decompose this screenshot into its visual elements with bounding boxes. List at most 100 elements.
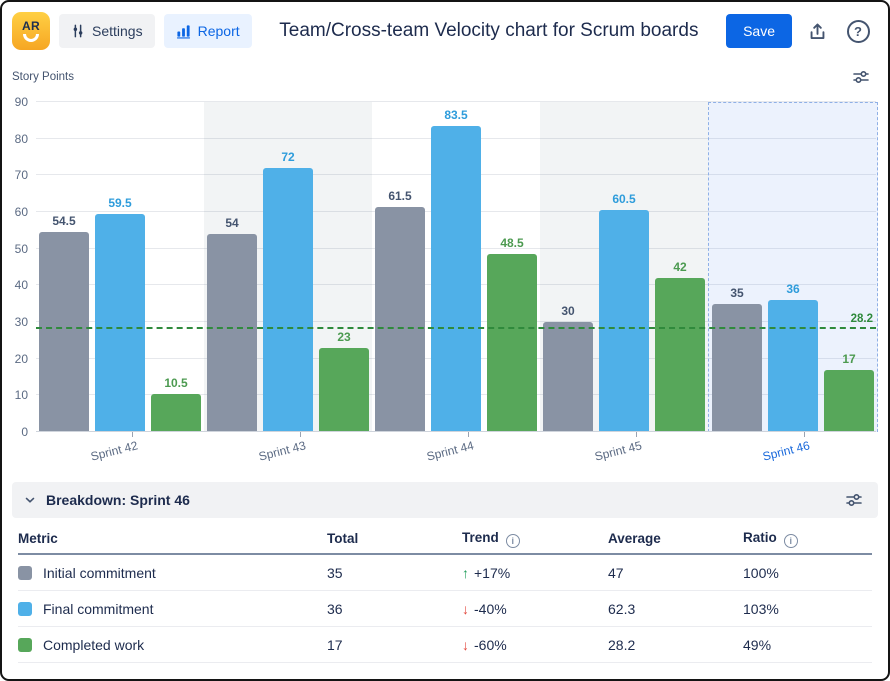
app-logo[interactable]: AR (12, 12, 50, 50)
bar-value-label: 59.5 (108, 195, 132, 210)
x-axis-tick (803, 432, 805, 437)
metric-label: Completed work (43, 636, 145, 653)
y-tick-label: 20 (14, 351, 28, 366)
column-header-average: Average (608, 531, 743, 546)
breakdown-header[interactable]: Breakdown: Sprint 46 (12, 482, 878, 518)
y-tick-label: 50 (14, 241, 28, 256)
column-header-label: Metric (18, 531, 58, 546)
bar-value-label: 61.5 (388, 188, 412, 203)
help-button[interactable]: ? (842, 15, 874, 47)
bar-initial-commitment[interactable] (712, 304, 762, 432)
bar-value-label: 23 (337, 329, 351, 344)
column-header-trend: Trend i (462, 530, 608, 548)
series-color-swatch (18, 637, 32, 652)
bar-column: 35 (712, 103, 762, 432)
chart-filter-button[interactable] (848, 66, 874, 88)
x-label-text: Sprint 42 (89, 438, 140, 464)
table-row: Final commitment 36 ↓ -40% 62.3 103% (18, 591, 872, 627)
column-header-label: Average (608, 531, 661, 546)
bar-completed-work[interactable] (319, 347, 369, 432)
chart-header: Story Points (2, 56, 888, 88)
settings-button-label: Settings (92, 23, 143, 39)
x-label-sprint-43[interactable]: Sprint 43 (204, 432, 372, 478)
trend-cell: ↓ -60% (462, 637, 608, 653)
sprint-group-sprint-46[interactable]: 35 36 17 (708, 102, 878, 432)
bar-completed-work[interactable] (151, 393, 201, 432)
x-axis-tick (635, 432, 637, 437)
x-label-text: Sprint 46 (761, 438, 812, 464)
trend-value: -40% (474, 600, 507, 617)
y-tick-label: 70 (14, 168, 28, 183)
settings-button[interactable]: Settings (59, 14, 155, 48)
bar-final-commitment[interactable] (768, 300, 818, 432)
table-header-row: Metric Total Trend i Average Ratio i (18, 524, 872, 555)
x-axis-tick (467, 432, 469, 437)
x-label-sprint-44[interactable]: Sprint 44 (372, 432, 540, 478)
sprint-group-sprint-44[interactable]: 61.5 83.5 48.5 (372, 102, 540, 432)
share-icon (808, 22, 827, 41)
metric-label: Final commitment (43, 600, 154, 617)
bar-groups: 54.5 59.5 10.5 54 72 23 61.5 83.5 48.5 30 60.5 42 35… (36, 102, 878, 432)
bar-completed-work[interactable] (824, 369, 874, 432)
bar-final-commitment[interactable] (599, 210, 649, 432)
bar-value-label: 35 (730, 286, 744, 301)
y-tick-label: 40 (14, 278, 28, 293)
table-row: Initial commitment 35 ↑ +17% 47 100% (18, 555, 872, 591)
page-title: Team/Cross-team Velocity chart for Scrum… (279, 20, 699, 41)
series-color-swatch (18, 565, 32, 580)
bar-value-label: 42 (673, 260, 687, 274)
bar-column: 23 (319, 102, 369, 432)
bar-value-label: 48.5 (500, 236, 524, 251)
average-cell: 47 (608, 564, 624, 581)
y-tick-label: 80 (14, 131, 28, 146)
average-line (36, 326, 876, 329)
bar-initial-commitment[interactable] (375, 206, 425, 432)
y-tick-label: 90 (14, 95, 28, 109)
bar-chart-icon (176, 24, 191, 39)
bar-completed-work[interactable] (655, 278, 705, 432)
bar-column: 60.5 (599, 102, 649, 432)
bar-value-label: 72 (281, 150, 295, 164)
bar-initial-commitment[interactable] (207, 234, 257, 432)
bar-column: 36 (768, 103, 818, 432)
x-label-text: Sprint 44 (425, 438, 476, 464)
save-button[interactable]: Save (726, 14, 792, 48)
bar-value-label: 54.5 (52, 214, 76, 229)
sprint-group-sprint-43[interactable]: 54 72 23 (204, 102, 372, 432)
chevron-down-icon[interactable] (23, 493, 37, 507)
bar-initial-commitment[interactable] (39, 232, 89, 432)
breakdown-filter-button[interactable] (841, 488, 867, 512)
column-header-metric: Metric (18, 531, 327, 546)
bar-column: 54.5 (39, 102, 89, 432)
report-button[interactable]: Report (163, 14, 252, 48)
bar-value-label: 36 (786, 282, 800, 297)
bar-initial-commitment[interactable] (543, 322, 593, 432)
breakdown-table: Metric Total Trend i Average Ratio i Initial co… (18, 524, 872, 663)
sprint-group-sprint-45[interactable]: 30 60.5 42 (540, 102, 708, 432)
x-label-sprint-45[interactable]: Sprint 45 (540, 432, 708, 478)
bar-completed-work[interactable] (487, 254, 537, 432)
bar-final-commitment[interactable] (431, 125, 481, 432)
metric-cell: Initial commitment (18, 565, 327, 581)
share-export-button[interactable] (801, 15, 833, 47)
y-tick-label: 30 (14, 315, 28, 329)
sprint-group-sprint-42[interactable]: 54.5 59.5 10.5 (36, 102, 204, 432)
column-header-label: Total (327, 531, 359, 546)
x-label-sprint-42[interactable]: Sprint 42 (36, 432, 204, 478)
column-header-label: Ratio (743, 529, 777, 545)
trend-value: +17% (474, 564, 511, 581)
total-cell: 35 (327, 564, 343, 581)
column-header-ratio: Ratio i (743, 530, 872, 548)
trend-cell: ↑ +17% (462, 565, 608, 581)
column-header-label: Trend (462, 529, 499, 545)
gridline (36, 431, 876, 432)
trend-cell: ↓ -40% (462, 601, 608, 617)
info-icon[interactable]: i (505, 533, 520, 548)
x-label-text: Sprint 45 (593, 438, 644, 464)
x-axis-labels: Sprint 42 Sprint 43 Sprint 44 Sprint 45 Spri… (36, 432, 876, 478)
bar-final-commitment[interactable] (95, 213, 145, 432)
average-cell: 28.2 (608, 636, 636, 653)
x-label-sprint-46[interactable]: Sprint 46 (708, 432, 876, 478)
bar-final-commitment[interactable] (263, 168, 313, 432)
info-icon[interactable]: i (783, 533, 798, 548)
